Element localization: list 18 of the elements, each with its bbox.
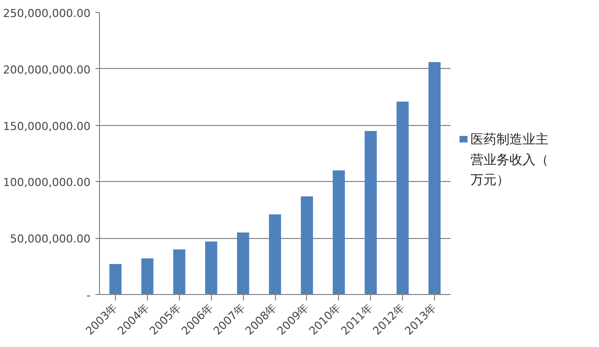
bar [428,62,441,294]
bar [141,258,154,294]
y-tick-label: 100,000,000.00 [3,176,91,190]
y-tick-label: 200,000,000.00 [3,63,91,76]
bar [268,214,282,294]
bar [332,170,345,294]
bar [109,264,122,294]
bar [396,102,409,294]
y-tick-label: 250,000,000.00 [3,7,91,20]
bar [173,249,186,294]
bar [237,232,250,294]
bar [364,130,377,294]
y-tick-label: - [86,289,91,302]
y-tick-label: 50,000,000.00 [10,232,91,246]
bar [300,196,313,294]
bar [205,241,218,294]
y-tick-label: 150,000,000.00 [3,120,91,133]
legend-label: 医药制造业主营业务收入（万元） [470,132,548,188]
